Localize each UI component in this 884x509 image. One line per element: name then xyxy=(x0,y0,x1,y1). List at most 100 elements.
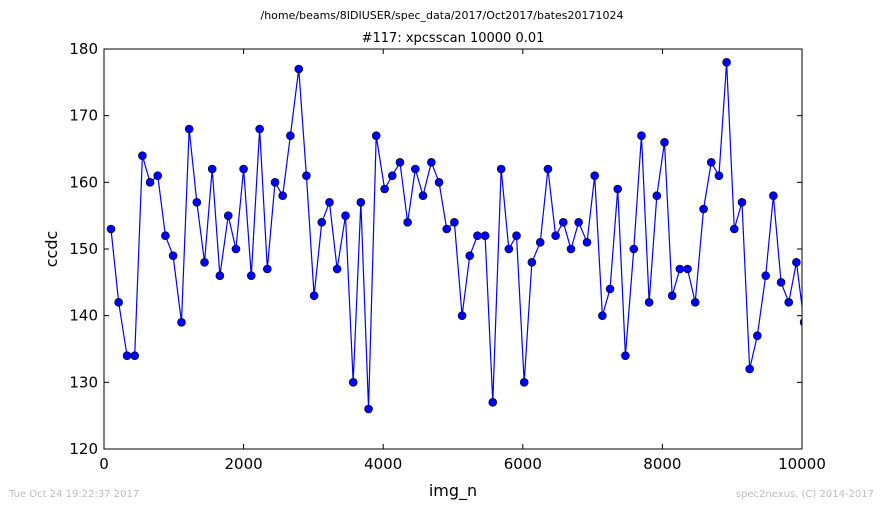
x-tick-label: 4000 xyxy=(364,455,402,473)
data-point xyxy=(699,204,708,214)
data-point xyxy=(255,124,264,134)
data-point xyxy=(231,244,241,254)
data-point xyxy=(442,224,452,234)
y-axis-label: ccdc xyxy=(42,231,61,268)
timestamp-footer: Tue Oct 24 19:22:37 2017 xyxy=(9,489,140,500)
data-point xyxy=(450,218,459,227)
data-point xyxy=(246,271,256,280)
data-point xyxy=(270,178,280,187)
y-tick-label: 120 xyxy=(69,440,98,458)
data-point xyxy=(263,264,272,274)
data-point xyxy=(519,378,529,387)
data-point xyxy=(114,298,123,307)
data-point xyxy=(737,198,747,207)
chart-title: #117: xpcsscan 10000 0.01 xyxy=(361,31,545,46)
data-point xyxy=(356,198,366,207)
x-tick-label: 0 xyxy=(99,455,109,473)
data-point xyxy=(325,198,334,207)
y-tick-label: 180 xyxy=(69,40,98,58)
data-point xyxy=(527,258,537,267)
x-tick-label: 8000 xyxy=(643,455,681,473)
data-point xyxy=(418,191,428,200)
data-point xyxy=(675,264,685,274)
y-tick-label: 170 xyxy=(69,107,98,125)
data-point xyxy=(294,64,304,74)
data-point xyxy=(411,164,420,174)
y-tick-label: 150 xyxy=(69,240,98,258)
data-point xyxy=(122,351,132,360)
data-point xyxy=(341,211,350,220)
data-point xyxy=(200,258,209,267)
data-point xyxy=(395,158,405,167)
data-point xyxy=(145,178,155,187)
data-point xyxy=(278,191,287,200)
data-point xyxy=(690,298,700,307)
x-axis-label: img_n xyxy=(429,481,477,501)
axis-ticks: 0 2000 4000 6000 8000 10000 120 130 140 150 160 170… xyxy=(69,40,826,473)
data-point xyxy=(434,178,444,187)
data-point xyxy=(192,198,202,207)
y-tick-label: 140 xyxy=(69,307,98,325)
data-point xyxy=(153,171,163,180)
data-point xyxy=(473,231,482,240)
data-point xyxy=(621,351,630,360)
data-point xyxy=(722,58,731,67)
data-point xyxy=(239,164,248,174)
data-point xyxy=(652,191,662,200)
data-point xyxy=(130,351,140,360)
data-point xyxy=(683,264,692,274)
file-path-suptitle: /home/beams/8IDIUSER/spec_data/2017/Oct2… xyxy=(260,9,624,22)
credit-footer: spec2nexus, (C) 2014-2017 xyxy=(735,489,874,500)
data-point xyxy=(207,164,217,174)
data-point xyxy=(551,231,560,240)
data-point xyxy=(457,311,467,320)
data-point xyxy=(168,251,178,260)
data-point xyxy=(574,218,583,227)
data-point xyxy=(605,284,615,294)
data-point xyxy=(403,218,412,227)
data-markers xyxy=(106,58,802,414)
data-point xyxy=(380,184,389,194)
data-point xyxy=(729,224,739,234)
data-point xyxy=(644,298,654,307)
data-point xyxy=(496,164,506,174)
data-point xyxy=(660,138,669,147)
y-tick-label: 130 xyxy=(69,373,98,391)
data-point xyxy=(215,271,225,280)
data-point xyxy=(309,291,319,300)
data-point xyxy=(761,271,771,280)
data-point xyxy=(371,131,381,140)
data-point xyxy=(138,151,147,160)
data-point xyxy=(480,231,490,240)
data-point xyxy=(504,244,514,254)
data-point xyxy=(558,218,568,227)
data-point xyxy=(512,231,521,240)
data-point xyxy=(667,291,677,300)
data-point xyxy=(387,171,397,180)
data-point xyxy=(792,258,801,267)
x-tick-label: 2000 xyxy=(225,455,263,473)
data-point xyxy=(753,331,762,340)
data-point xyxy=(223,211,233,220)
y-tick-label: 160 xyxy=(69,173,98,191)
data-point xyxy=(714,171,724,180)
x-tick-label: 10000 xyxy=(778,455,826,473)
data-point xyxy=(637,131,646,140)
data-point xyxy=(348,378,358,387)
data-point xyxy=(427,158,436,167)
data-point xyxy=(286,131,295,140)
data-point xyxy=(161,231,170,240)
data-point xyxy=(745,364,754,374)
x-tick-label: 6000 xyxy=(504,455,542,473)
series-line xyxy=(110,62,802,410)
data-point xyxy=(184,124,194,134)
data-point xyxy=(566,244,576,254)
data-point xyxy=(629,244,639,254)
data-point xyxy=(106,224,116,234)
data-point xyxy=(799,318,802,327)
data-point xyxy=(706,158,716,167)
plot-frame xyxy=(103,48,803,450)
data-point xyxy=(769,191,778,200)
data-point xyxy=(613,184,623,194)
